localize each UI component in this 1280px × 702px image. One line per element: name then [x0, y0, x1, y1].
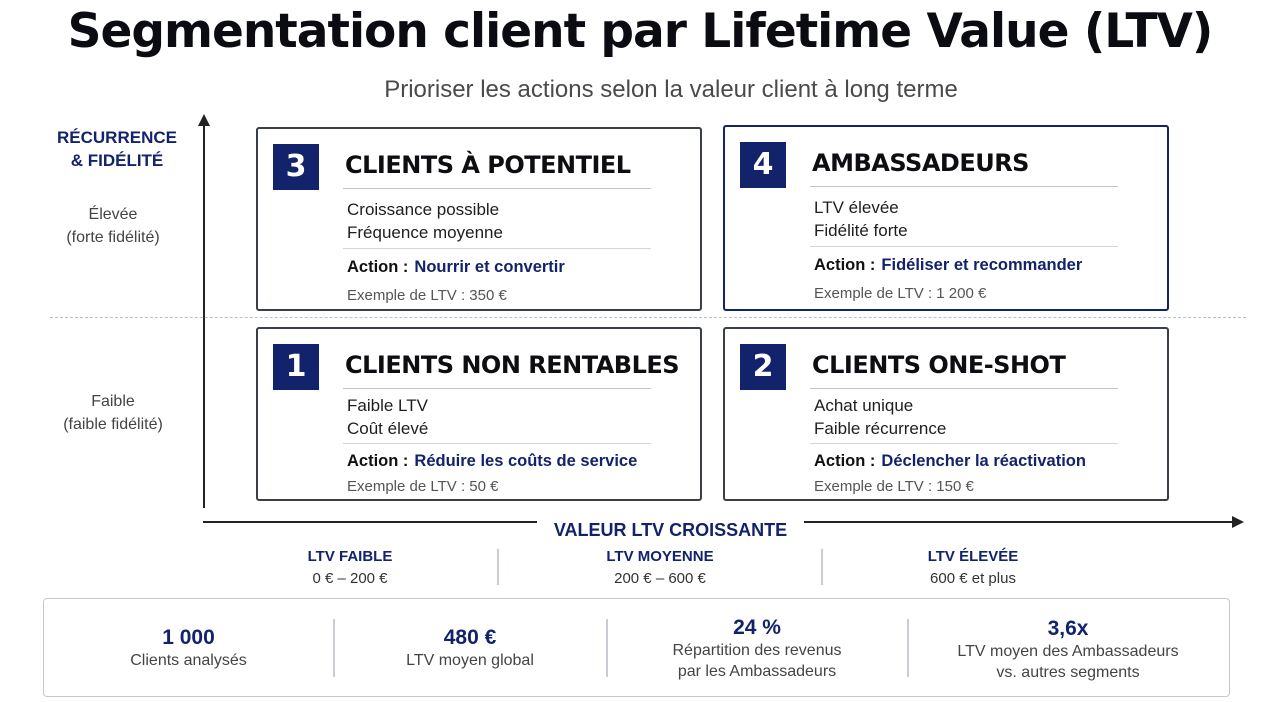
stat-value: 480 € — [443, 626, 497, 649]
quadrant-title: CLIENTS ONE-SHOT — [812, 351, 1066, 379]
band-range: 600 € et plus — [930, 570, 1016, 587]
action-value: Déclencher la réactivation — [881, 452, 1086, 470]
quadrant-clients-a-potentiel: 3 CLIENTS À POTENTIEL Croissance possibl… — [256, 127, 702, 311]
quadrant-title: CLIENTS À POTENTIEL — [345, 151, 631, 179]
y-level-high-line2: (forte fidélité) — [66, 229, 160, 246]
y-axis-arrow-icon — [198, 114, 210, 126]
quadrant-number-badge: 4 — [740, 142, 786, 188]
quadrant-action: Action : Réduire les coûts de service — [347, 452, 637, 471]
title-divider — [343, 388, 651, 389]
page-title: Segmentation client par Lifetime Value (… — [67, 4, 1214, 59]
quadrant-example: Exemple de LTV : 350 € — [347, 287, 507, 304]
stat-ltv-moyen-global: 480 € LTV moyen global — [334, 599, 606, 695]
action-value: Fidéliser et recommander — [881, 256, 1083, 274]
quadrant-action: Action : Nourrir et convertir — [347, 258, 565, 277]
quadrant-action: Action : Fidéliser et recommander — [814, 256, 1082, 275]
desc-divider — [810, 443, 1118, 444]
x-axis-title: VALEUR LTV CROISSANTE — [553, 520, 788, 540]
quadrant-desc-line1: Faible LTV — [347, 396, 428, 415]
y-axis-title: RÉCURRENCE & FIDÉLITÉ — [40, 126, 194, 172]
stat-divider — [907, 619, 909, 677]
stat-label-line2: par les Ambassadeurs — [677, 663, 837, 680]
quadrant-number-badge: 1 — [273, 344, 319, 390]
stat-ltv-ambassadeurs-ratio: 3,6x LTV moyen des Ambassadeurs vs. autr… — [908, 599, 1228, 695]
band-range: 0 € – 200 € — [312, 570, 388, 587]
stat-label: Répartition des revenus — [672, 642, 842, 659]
action-label: Action : — [347, 452, 409, 470]
band-range: 200 € – 600 € — [614, 570, 706, 587]
stat-label: LTV moyen des Ambassadeurs — [957, 643, 1179, 660]
y-level-low-line1: Faible — [91, 393, 135, 410]
stat-label: Clients analysés — [130, 652, 247, 669]
desc-divider — [343, 443, 651, 444]
x-axis-line — [203, 521, 537, 523]
page-subtitle: Prioriser les actions selon la valeur cl… — [384, 76, 958, 103]
x-axis-line — [804, 521, 1234, 523]
band-divider — [497, 549, 499, 585]
title-divider — [343, 188, 651, 189]
quadrant-divider — [50, 317, 1246, 318]
quadrant-desc-line2: Faible récurrence — [814, 419, 947, 438]
ltv-band-faible: LTV FAIBLE 0 € – 200 € — [203, 547, 497, 590]
stat-divider — [333, 619, 335, 677]
quadrant-example: Exemple de LTV : 150 € — [814, 478, 974, 495]
quadrant-desc-line2: Fréquence moyenne — [347, 223, 503, 242]
band-label: LTV FAIBLE — [307, 548, 393, 565]
quadrant-title: CLIENTS NON RENTABLES — [345, 351, 680, 379]
action-label: Action : — [814, 256, 876, 274]
quadrant-desc-line2: Coût élevé — [347, 419, 429, 438]
action-value: Nourrir et convertir — [414, 258, 565, 276]
action-label: Action : — [814, 452, 876, 470]
stat-value: 1 000 — [162, 626, 215, 649]
title-divider — [810, 186, 1118, 187]
stat-value: 3,6x — [1047, 617, 1089, 640]
quadrant-number-badge: 2 — [740, 344, 786, 390]
stat-clients-analyses: 1 000 Clients analysés — [44, 599, 333, 695]
quadrant-desc-line1: LTV élevée — [814, 198, 899, 217]
action-label: Action : — [347, 258, 409, 276]
desc-divider — [810, 246, 1118, 247]
quadrant-action: Action : Déclencher la réactivation — [814, 452, 1086, 471]
quadrant-ambassadeurs: 4 AMBASSADEURS LTV élevée Fidélité forte… — [723, 125, 1169, 311]
band-label: LTV MOYENNE — [606, 548, 714, 565]
quadrant-desc-line1: Achat unique — [814, 396, 914, 415]
stat-label: LTV moyen global — [406, 652, 534, 669]
y-level-low-line2: (faible fidélité) — [63, 416, 163, 433]
quadrant-example: Exemple de LTV : 50 € — [347, 478, 499, 495]
y-axis-title-line2: & FIDÉLITÉ — [70, 151, 164, 170]
title-divider — [810, 388, 1118, 389]
stat-label-line2: vs. autres segments — [996, 664, 1140, 681]
x-axis-arrow-icon — [1232, 516, 1244, 528]
band-divider — [821, 549, 823, 585]
stat-divider — [606, 619, 608, 677]
y-level-high: Élevée (forte fidélité) — [40, 203, 186, 249]
quadrant-desc-line2: Fidélité forte — [814, 221, 908, 240]
quadrant-example: Exemple de LTV : 1 200 € — [814, 285, 987, 302]
y-axis-line — [203, 122, 205, 508]
action-value: Réduire les coûts de service — [414, 452, 638, 470]
ltv-band-elevee: LTV ÉLEVÉE 600 € et plus — [823, 547, 1123, 590]
ltv-band-moyenne: LTV MOYENNE 200 € – 600 € — [500, 547, 820, 590]
y-axis-title-line1: RÉCURRENCE — [57, 128, 177, 147]
y-level-high-line1: Élevée — [88, 206, 138, 223]
stats-panel: 1 000 Clients analysés 480 € LTV moyen g… — [43, 598, 1230, 697]
stat-repartition-revenus: 24 % Répartition des revenus par les Amb… — [607, 599, 907, 695]
quadrant-title: AMBASSADEURS — [812, 149, 1029, 177]
quadrant-desc-line1: Croissance possible — [347, 200, 500, 219]
quadrant-clients-one-shot: 2 CLIENTS ONE-SHOT Achat unique Faible r… — [723, 327, 1169, 501]
band-label: LTV ÉLEVÉE — [927, 548, 1019, 565]
desc-divider — [343, 248, 651, 249]
quadrant-clients-non-rentables: 1 CLIENTS NON RENTABLES Faible LTV Coût … — [256, 327, 702, 501]
stat-value: 24 % — [733, 616, 781, 639]
quadrant-number-badge: 3 — [273, 144, 319, 190]
y-level-low: Faible (faible fidélité) — [40, 390, 186, 436]
